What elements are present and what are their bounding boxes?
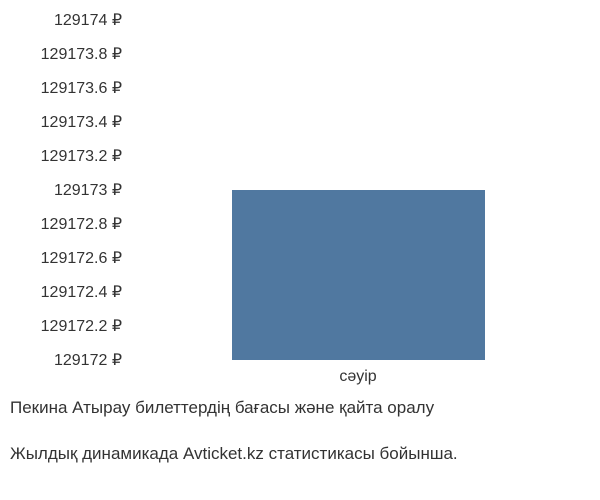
chart-area: 129174 ₽129173.8 ₽129173.6 ₽129173.4 ₽12… [0, 20, 600, 400]
caption-line-2: Жылдық динамикада Avticket.kz статистика… [10, 444, 458, 463]
y-tick-label: 129173.6 ₽ [41, 78, 122, 98]
y-tick-label: 129172.8 ₽ [41, 214, 122, 234]
y-axis: 129174 ₽129173.8 ₽129173.6 ₽129173.4 ₽12… [0, 20, 128, 360]
chart-caption: Пекина Атырау билеттердің бағасы және қа… [10, 374, 458, 466]
y-tick-label: 129172 ₽ [54, 350, 122, 370]
y-tick-label: 129173.2 ₽ [41, 146, 122, 166]
y-tick-label: 129174 ₽ [54, 10, 122, 30]
plot-area: сәуір [128, 20, 588, 360]
y-tick-label: 129172.6 ₽ [41, 248, 122, 268]
y-tick-label: 129172.2 ₽ [41, 316, 122, 336]
y-tick-label: 129172.4 ₽ [41, 282, 122, 302]
y-tick-label: 129173.8 ₽ [41, 44, 122, 64]
y-tick-label: 129173.4 ₽ [41, 112, 122, 132]
y-tick-label: 129173 ₽ [54, 180, 122, 200]
caption-line-1: Пекина Атырау билеттердің бағасы және қа… [10, 398, 434, 417]
bar [232, 190, 485, 360]
